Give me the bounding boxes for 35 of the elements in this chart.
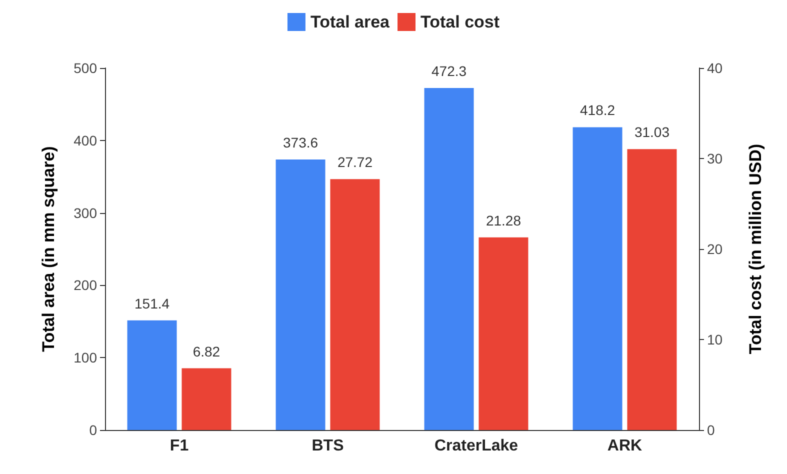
bar (330, 179, 380, 430)
bar (127, 320, 177, 430)
bar (572, 127, 622, 430)
data-label: 472.3 (432, 63, 467, 80)
y2-tick-label: 20 (707, 241, 723, 257)
y2-tick-label: 40 (707, 60, 723, 76)
data-label: 373.6 (283, 134, 318, 151)
y-tick-label: 400 (74, 132, 98, 148)
legend-label: Total cost (420, 12, 500, 32)
y2-tick-label: 0 (707, 422, 715, 438)
y-tick-label: 100 (74, 350, 98, 366)
y-tick-label: 300 (74, 204, 98, 221)
y2-axis-title: Total cost (in million USD) (746, 144, 765, 354)
data-label: 6.82 (192, 343, 220, 360)
y2-tick-label: 10 (707, 332, 723, 348)
bar (478, 237, 528, 430)
bar (182, 368, 232, 430)
data-label: 151.4 (134, 295, 170, 312)
x-tick-label: F1 (170, 438, 189, 454)
y2-tick-label: 30 (707, 150, 723, 166)
data-label: 418.2 (580, 102, 616, 118)
data-label: 31.03 (634, 124, 670, 140)
legend-label: Total area (310, 12, 390, 32)
bar (627, 149, 677, 430)
y-axis-title: Total area (in mm square) (39, 146, 58, 352)
data-label: 21.28 (486, 212, 522, 228)
x-tick-label: CraterLake (434, 438, 518, 454)
x-tick-label: BTS (312, 438, 344, 454)
data-label: 27.72 (337, 154, 373, 170)
x-tick-label: ARK (607, 438, 643, 454)
y-tick-label: 0 (89, 422, 98, 438)
y-tick-label: 200 (74, 277, 98, 294)
bar (424, 88, 474, 430)
y-tick-label: 500 (74, 60, 98, 76)
bar (276, 160, 326, 430)
